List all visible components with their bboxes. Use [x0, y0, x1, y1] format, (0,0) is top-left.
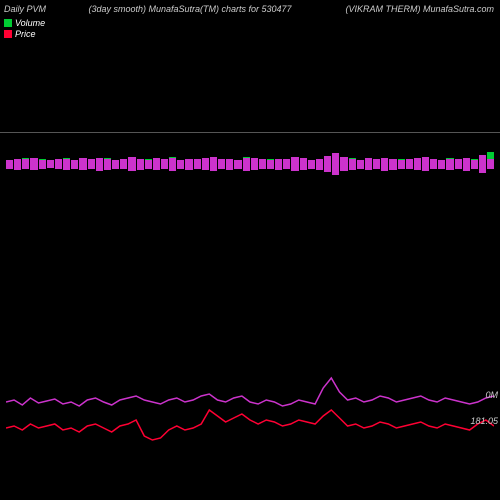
- bar-overlay: [104, 159, 111, 170]
- header-right-text: (VIKRAM THERM) MunafaSutra.com: [320, 4, 500, 14]
- lines-area: [6, 360, 494, 470]
- price-swatch: [4, 30, 12, 38]
- axis-label-volume: 0M: [485, 390, 498, 400]
- bar-overlay: [373, 159, 380, 169]
- bar-overlay: [161, 159, 168, 169]
- bar-overlay: [153, 158, 160, 170]
- bar-overlay: [251, 158, 258, 170]
- bar-overlay: [194, 159, 201, 169]
- legend: Volume Price: [4, 18, 45, 40]
- bar-overlay: [169, 158, 176, 171]
- bar-overlay: [30, 158, 37, 170]
- bar-overlay: [267, 160, 274, 169]
- bar-overlay: [308, 160, 315, 169]
- bar-overlay: [112, 160, 119, 169]
- bar-overlay: [291, 157, 298, 171]
- bar-overlay: [487, 159, 494, 169]
- bar-overlay: [283, 159, 290, 169]
- price-line: [6, 410, 494, 440]
- bar-overlay: [128, 157, 135, 171]
- bar-overlay: [479, 155, 486, 173]
- bar-overlay: [365, 158, 372, 170]
- bar-overlay: [243, 158, 250, 171]
- bar-overlay: [357, 160, 364, 169]
- bar-overlay: [79, 158, 86, 170]
- bar-overlay: [422, 157, 429, 171]
- bar-overlay: [414, 158, 421, 170]
- volume-label: Volume: [15, 18, 45, 28]
- bar-overlay: [381, 158, 388, 171]
- bar-overlay: [137, 159, 144, 170]
- bar-overlay: [438, 160, 445, 169]
- bar-overlay: [63, 159, 70, 170]
- volume-line: [6, 378, 494, 406]
- bar-overlay: [430, 159, 437, 169]
- bar-overlay: [6, 160, 13, 169]
- lines-svg: [6, 360, 494, 470]
- bar-overlay: [55, 159, 62, 169]
- volume-price-bars: [6, 100, 494, 164]
- bar-overlay: [259, 159, 266, 169]
- bar-overlay: [455, 159, 462, 169]
- bar-overlay: [275, 159, 282, 170]
- chart-header: Daily PVM (3day smooth) MunafaSutra(TM) …: [0, 4, 500, 14]
- bar-overlay: [398, 160, 405, 169]
- bar-overlay: [300, 158, 307, 170]
- bar-overlay: [226, 159, 233, 170]
- bar-overlay: [120, 159, 127, 169]
- bar-overlay: [234, 160, 241, 169]
- bar-overlay: [349, 159, 356, 170]
- bar-overlay: [471, 160, 478, 169]
- bar-overlay: [324, 156, 331, 172]
- bar-overlay: [389, 159, 396, 170]
- bar-overlay: [96, 158, 103, 171]
- bar-overlay: [39, 160, 46, 169]
- bar-overlay: [22, 159, 29, 169]
- bar-overlay: [145, 160, 152, 169]
- bar-overlay: [47, 160, 54, 168]
- bar-overlay: [332, 153, 339, 175]
- bar-overlay: [88, 159, 95, 169]
- volume-swatch: [4, 19, 12, 27]
- header-center-text: (3day smooth) MunafaSutra(TM) charts for…: [60, 4, 320, 14]
- bar-overlay: [406, 159, 413, 169]
- bar-overlay: [185, 159, 192, 170]
- bar-overlay: [14, 159, 21, 170]
- bar-overlay: [202, 158, 209, 170]
- bar-overlay: [218, 159, 225, 169]
- price-label: Price: [15, 29, 36, 39]
- bar-overlay: [463, 158, 470, 171]
- header-left-text: Daily PVM: [0, 4, 60, 14]
- bar-overlay: [446, 159, 453, 170]
- axis-label-price: 181.05: [470, 416, 498, 426]
- legend-item-price: Price: [4, 29, 45, 39]
- bar-overlay: [316, 159, 323, 170]
- legend-item-volume: Volume: [4, 18, 45, 28]
- bar-overlay: [177, 160, 184, 169]
- bar-overlay: [71, 160, 78, 169]
- bar-overlay: [210, 157, 217, 171]
- bar-overlay: [340, 157, 347, 171]
